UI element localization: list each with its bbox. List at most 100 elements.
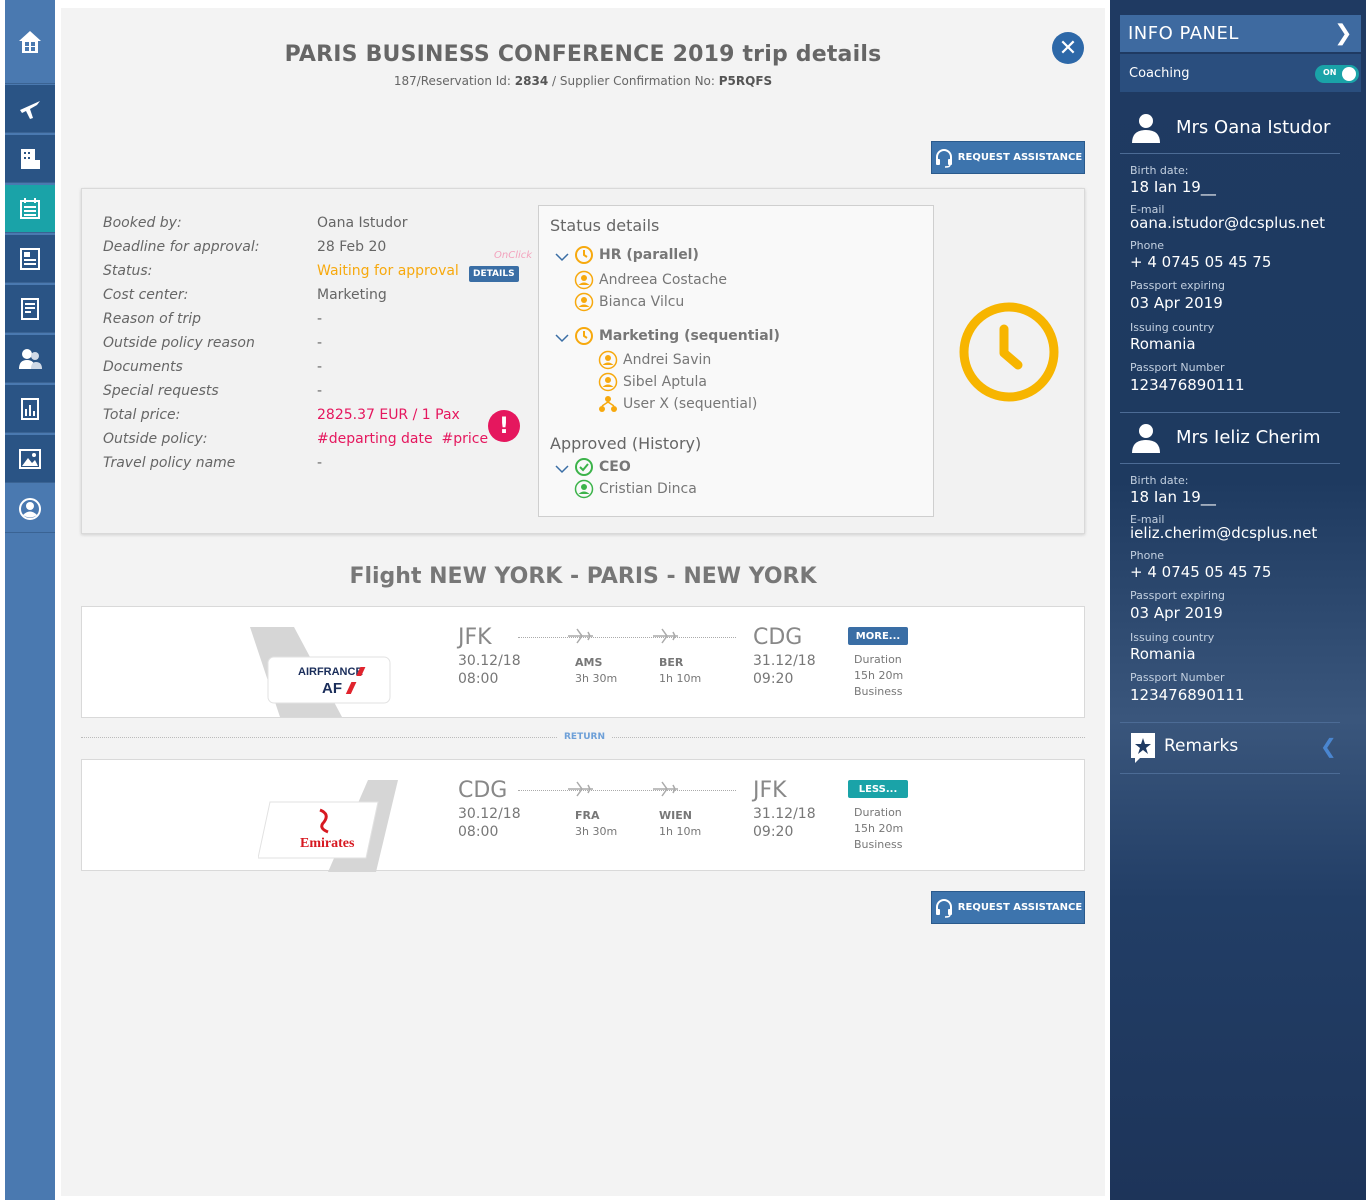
stop-code: FRA	[575, 809, 600, 822]
approver-name: Cristian Dinca	[599, 481, 697, 497]
status-details-panel: Status details HR (parallel) Andreea Cos…	[538, 205, 934, 517]
info-panel-header[interactable]: INFO PANEL ❯	[1120, 15, 1361, 52]
stop-duration: 3h 30m	[575, 672, 618, 685]
separator	[1120, 412, 1340, 413]
coaching-row: Coaching ON	[1120, 54, 1361, 92]
passport-number-label: Passport Number	[1130, 361, 1225, 374]
phone-label: Phone	[1130, 239, 1165, 252]
separator	[1120, 153, 1340, 154]
user-pending-icon	[574, 270, 594, 290]
passport-expiring-value: 03 Apr 2019	[1130, 604, 1223, 622]
airfrance-logo: AIRFRANCE AF	[250, 627, 391, 717]
airline-name: AIRFRANCE	[298, 666, 363, 678]
documents-value: -	[317, 359, 323, 375]
details-button[interactable]: DETAILS	[469, 266, 519, 282]
status-value: Waiting for approval	[317, 263, 459, 279]
chevron-down-icon[interactable]	[555, 333, 569, 343]
passport-number-label: Passport Number	[1130, 671, 1225, 684]
chevron-down-icon[interactable]	[555, 464, 569, 474]
user-group-icon	[599, 396, 617, 412]
flight-title: Flight NEW YORK - PARIS - NEW YORK	[349, 564, 817, 589]
emirates-logo: Emirates	[258, 780, 398, 872]
request-assistance-button-top[interactable]: REQUEST ASSISTANCE	[931, 141, 1085, 174]
request-assistance-button-bottom[interactable]: REQUEST ASSISTANCE	[931, 891, 1085, 924]
issuing-country-value: Romania	[1130, 645, 1196, 663]
plane-icon	[653, 628, 678, 644]
user-icon	[1132, 114, 1160, 143]
headset-icon	[935, 148, 952, 168]
report-icon[interactable]	[5, 285, 55, 333]
calendar-icon[interactable]	[5, 185, 55, 233]
arrival-date: 31.12/18	[753, 653, 816, 669]
booking-info-box: Booked by: Deadline for approval: Status…	[81, 188, 1085, 534]
onclick-hint: OnClick	[494, 250, 533, 261]
close-button[interactable]: ✕	[1052, 32, 1084, 64]
passport-expiring-value: 03 Apr 2019	[1130, 294, 1223, 312]
outside-policy-reason-value: -	[317, 335, 323, 351]
reservation-label: 187/Reservation Id:	[393, 74, 515, 88]
profile-icon[interactable]	[5, 485, 55, 533]
stop-duration: 1h 10m	[659, 825, 702, 838]
headset-icon	[935, 898, 952, 918]
passport-number-value: 123476890111	[1130, 686, 1245, 704]
less-button[interactable]: LESS...	[848, 780, 908, 798]
flight-icon[interactable]	[5, 85, 55, 133]
outside-policy-label: Outside policy:	[103, 431, 208, 447]
hotel-icon[interactable]	[5, 135, 55, 183]
route-line	[518, 637, 736, 638]
chevron-right-icon[interactable]: ❯	[1334, 21, 1353, 46]
chart-icon[interactable]	[5, 385, 55, 433]
more-button[interactable]: MORE...	[848, 627, 908, 645]
coaching-toggle[interactable]: ON	[1315, 65, 1359, 83]
email-label: E-mail	[1130, 203, 1165, 216]
travel-policy-value: -	[317, 455, 323, 471]
users-icon[interactable]	[5, 335, 55, 383]
special-requests-label: Special requests	[103, 383, 219, 399]
toggle-state: ON	[1323, 68, 1337, 77]
outside-policy-value: #departing date #price	[317, 431, 489, 447]
status-label: Status:	[103, 263, 153, 279]
check-circle-icon	[575, 458, 593, 476]
user-icon	[1132, 424, 1160, 453]
chevron-left-icon[interactable]: ❮	[1320, 734, 1337, 758]
document-icon[interactable]	[5, 235, 55, 283]
phone-value: + 4 0745 05 45 75	[1130, 253, 1272, 271]
reason-value: -	[317, 311, 323, 327]
duration-label: Duration	[854, 806, 902, 819]
duration-value: 15h 20m	[854, 822, 904, 835]
booked-by-label: Booked by:	[103, 215, 182, 231]
user-pending-icon	[598, 350, 618, 370]
separator	[1120, 722, 1340, 723]
total-price-value: 2825.37 EUR / 1 Pax	[317, 407, 460, 423]
home-icon[interactable]	[5, 0, 55, 84]
approver-name: Sibel Aptula	[623, 374, 707, 390]
airline-code: AF	[322, 680, 342, 697]
total-price-label: Total price:	[103, 407, 181, 423]
remarks-label[interactable]: Remarks	[1164, 736, 1239, 756]
user-pending-icon	[574, 292, 594, 312]
approver-name: Andreea Costache	[599, 272, 727, 288]
approver-name: Andrei Savin	[623, 352, 712, 368]
request-assistance-label: REQUEST ASSISTANCE	[957, 902, 1083, 913]
supplier-confirmation-no: P5RQFS	[718, 74, 773, 88]
return-label: RETURN	[558, 732, 611, 742]
page-title: PARIS BUSINESS CONFERENCE 2019 trip deta…	[284, 42, 882, 67]
alert-icon: !	[488, 410, 520, 442]
departure-date: 30.12/18	[458, 806, 521, 822]
pending-clock-icon	[959, 302, 1059, 402]
arrival-date: 31.12/18	[753, 806, 816, 822]
ceo-group-label: CEO	[599, 459, 631, 475]
passport-expiring-label: Passport expiring	[1130, 279, 1226, 292]
plane-icon	[568, 628, 593, 644]
departure-date: 30.12/18	[458, 653, 521, 669]
reason-label: Reason of trip	[103, 311, 202, 327]
hr-group-label: HR (parallel)	[599, 247, 699, 263]
approver-name: User X (sequential)	[623, 396, 758, 412]
separator	[1120, 463, 1340, 464]
chevron-down-icon[interactable]	[555, 252, 569, 262]
documents-label: Documents	[103, 359, 183, 375]
side-navigation	[5, 0, 55, 1200]
duration-label: Duration	[854, 653, 902, 666]
issuing-country-value: Romania	[1130, 335, 1196, 353]
gallery-icon[interactable]	[5, 435, 55, 483]
